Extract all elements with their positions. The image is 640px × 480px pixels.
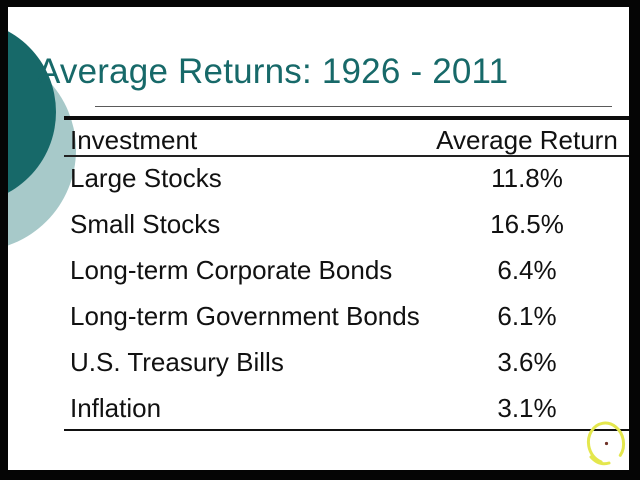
avg-return-value: 6.1% [497,301,557,331]
table-bottom-border [64,429,629,431]
avg-return-value: 3.6% [497,347,557,377]
column-header-investment: Investment [70,125,198,155]
investment-name: U.S. Treasury Bills [70,347,284,377]
table-row: Large Stocks 11.8% [8,165,629,191]
avg-return-value: 3.1% [497,393,557,423]
table-row: Inflation 3.1% [8,395,629,421]
table-header-divider [64,155,629,157]
avg-return-value: 16.5% [490,209,564,239]
table-row: Long-term Corporate Bonds 6.4% [8,257,629,283]
page-title: Average Returns: 1926 - 2011 [37,52,509,91]
investment-name: Long-term Government Bonds [70,301,420,331]
title-underline [95,106,612,107]
investment-name: Inflation [70,393,162,423]
table-row: Long-term Government Bonds 6.1% [8,303,629,329]
avg-return-value: 11.8% [491,163,563,193]
table-header-row: Investment Average Return [8,127,629,153]
yellow-circle-pointer-icon [586,421,626,466]
avg-return-value: 6.4% [497,255,557,285]
table-top-border [64,116,629,120]
investment-name: Small Stocks [70,209,221,239]
column-header-avg-return: Average Return [436,125,618,155]
investment-name: Long-term Corporate Bonds [70,255,393,285]
table-row: Small Stocks 16.5% [8,211,629,237]
presentation-slide: Average Returns: 1926 - 2011 Investment … [8,7,629,470]
table-row: U.S. Treasury Bills 3.6% [8,349,629,375]
investment-name: Large Stocks [70,163,222,193]
